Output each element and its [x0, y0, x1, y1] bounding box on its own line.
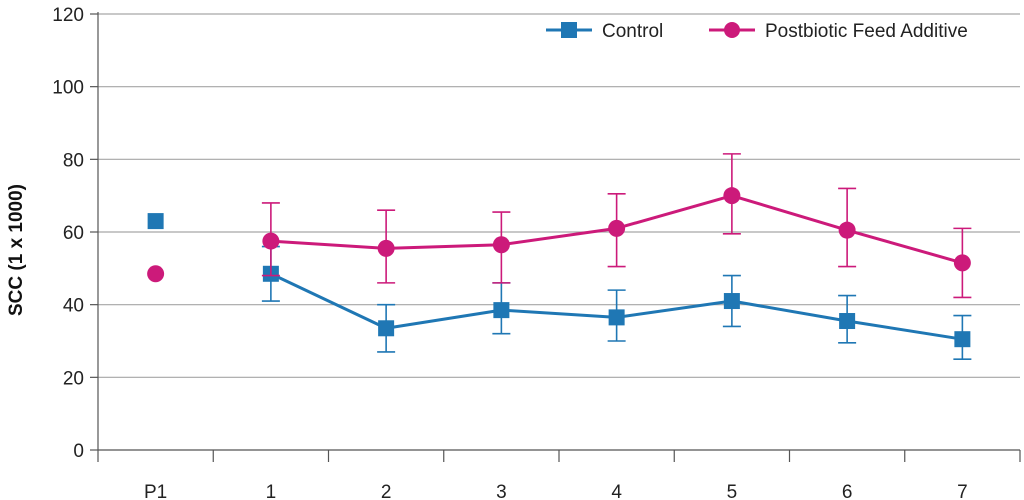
- x-tick-label-1: 1: [266, 482, 277, 500]
- axes: 0 20 40 60 80 100 120 P1 1 2 3 4 5 6 7: [52, 5, 1021, 500]
- x-tick-label-7: 7: [957, 482, 968, 500]
- x-tick-label-4: 4: [611, 482, 622, 500]
- y-tick-label-60: 60: [63, 223, 84, 244]
- legend: Control Postbiotic Feed Additive: [546, 21, 968, 42]
- data-point-1-2: [377, 239, 395, 257]
- data-point-1-7: [953, 254, 971, 272]
- x-tick-label-6: 6: [842, 482, 853, 500]
- grid-lines: [98, 13, 1020, 378]
- y-tick-label-120: 120: [52, 5, 84, 26]
- data-point-0-0: [147, 213, 164, 230]
- data-point-0-7: [954, 331, 971, 348]
- data-point-1-5: [723, 187, 741, 205]
- data-point-0-3: [493, 302, 510, 319]
- data-point-0-6: [839, 313, 856, 330]
- x-tick-label-5: 5: [727, 482, 738, 500]
- data-point-1-6: [838, 221, 856, 239]
- legend-postbiotic-label: Postbiotic Feed Additive: [765, 21, 968, 42]
- y-axis-label: SCC (1 x 1000): [6, 184, 27, 316]
- data-point-0-2: [378, 320, 395, 337]
- data-point-1-3: [492, 236, 510, 254]
- data-point-1-0: [147, 265, 165, 283]
- legend-control-label: Control: [602, 21, 663, 42]
- y-tick-label-0: 0: [73, 441, 84, 462]
- series-layer: [147, 153, 972, 360]
- data-point-1-4: [608, 219, 626, 237]
- y-tick-label-40: 40: [63, 296, 84, 317]
- legend-item-postbiotic: Postbiotic Feed Additive: [709, 21, 968, 42]
- data-point-0-5: [723, 293, 740, 310]
- legend-item-control: Control: [546, 21, 663, 42]
- legend-control-marker: [561, 22, 577, 38]
- y-tick-label-100: 100: [52, 78, 84, 99]
- x-tick-label-P1: P1: [144, 482, 167, 500]
- y-tick-label-20: 20: [63, 368, 84, 389]
- x-tick-label-3: 3: [496, 482, 507, 500]
- x-tick-label-2: 2: [381, 482, 392, 500]
- series-1: [147, 153, 972, 299]
- y-tick-label-80: 80: [63, 150, 84, 171]
- data-point-1-1: [262, 232, 280, 250]
- legend-postbiotic-marker: [724, 22, 740, 38]
- data-point-0-4: [608, 309, 625, 326]
